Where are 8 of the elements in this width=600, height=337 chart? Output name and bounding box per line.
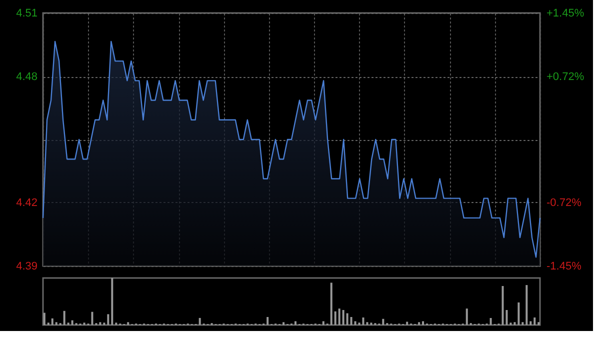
y-tick-label: 4.39	[16, 260, 38, 272]
y2-tick-label: -0.72%	[546, 196, 582, 209]
y2-tick-label: -1.45%	[546, 260, 582, 272]
y2-tick-label: +0.72%	[546, 71, 584, 84]
y-tick-label: 4.48	[16, 71, 38, 84]
y-tick-label: 4.51	[16, 8, 38, 20]
y2-tick-label: +1.45%	[546, 8, 584, 20]
y-tick-label: 4.42	[16, 196, 38, 209]
